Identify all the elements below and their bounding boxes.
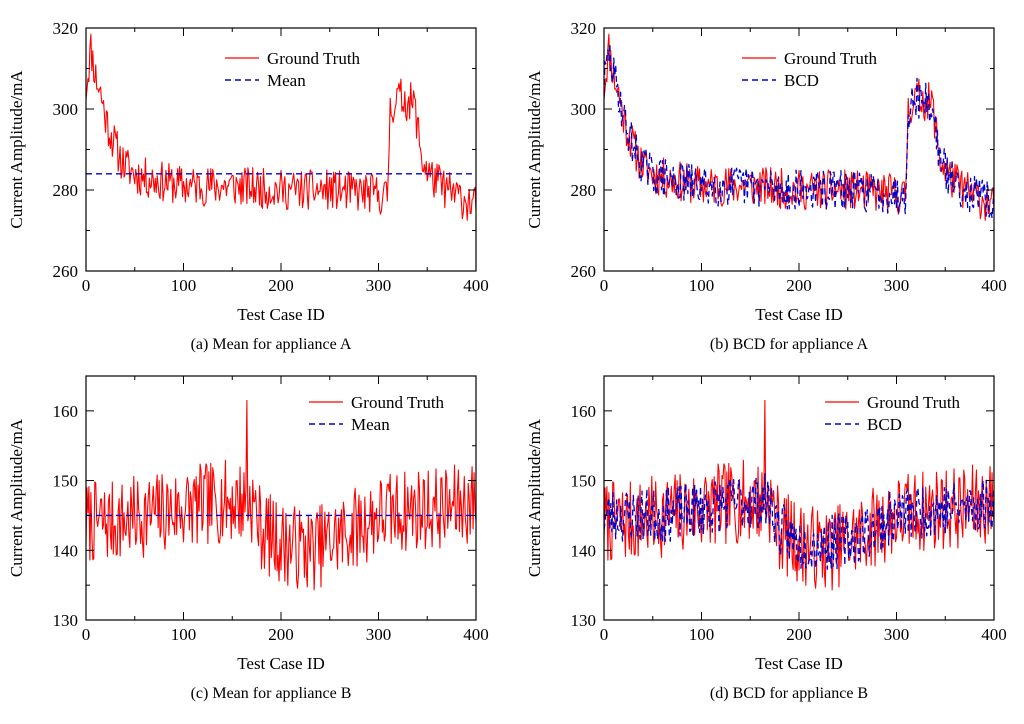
panel-b-legend: Ground Truth BCD: [742, 49, 878, 90]
panel-b-x-tick-label: 100: [689, 276, 715, 295]
panel-a-caption: (a) Mean for appliance A: [191, 336, 352, 353]
panel-d-y-tick-label: 160: [571, 402, 597, 421]
panel-b-y-tick-label: 260: [571, 262, 597, 281]
panel-d-y-tick-label: 130: [571, 611, 597, 630]
panel-a-series-ground-truth-line: [86, 33, 476, 221]
panel-a-x-axis-label: Test Case ID: [237, 305, 325, 324]
panel-a-y-tick-label: 320: [53, 19, 79, 38]
panel-c-y-axis-label: Current Amplitude/mA: [7, 418, 26, 577]
panel-b-x-tick-label: 200: [786, 276, 812, 295]
panel-a-x-tick-label: 100: [171, 276, 197, 295]
panel-c-y-tick-label: 130: [53, 611, 79, 630]
panel-b-x-tick-label: 0: [600, 276, 609, 295]
panel-d-y-axis-label: Current Amplitude/mA: [525, 418, 544, 577]
panel-a-legend-label: Mean: [267, 71, 306, 90]
panel-d-x-tick-label: 200: [786, 625, 812, 644]
panel-b-legend-label: BCD: [784, 71, 819, 90]
panel-d-x-tick-label: 300: [884, 625, 910, 644]
panel-a-x-tick-label: 0: [82, 276, 91, 295]
panel-c-legend-label: Ground Truth: [351, 393, 445, 412]
panel-c-x-tick-label: 100: [171, 625, 197, 644]
panel-c-legend: Ground Truth Mean: [309, 393, 445, 434]
panel-d-x-axis-label: Test Case ID: [755, 654, 843, 673]
panel-c-y-tick-label: 140: [53, 541, 79, 560]
panel-b-plot-area: [604, 33, 994, 221]
panel-d-plot-area: [604, 399, 994, 591]
panel-d-legend-label: BCD: [867, 415, 902, 434]
panel-c-y-tick-label: 150: [53, 472, 79, 491]
panel-c-y-tick-label: 160: [53, 402, 79, 421]
panel-d-y-tick-label: 150: [571, 472, 597, 491]
panel-c-x-tick-label: 300: [366, 625, 392, 644]
panel-c-x-tick-label: 200: [268, 625, 294, 644]
panel-d-legend-label: Ground Truth: [867, 393, 961, 412]
panel-d-legend: Ground Truth BCD: [825, 393, 961, 434]
panel-b: 0 100 200 300 400 260 280 300 320 Test Case ID Cur…: [525, 19, 1007, 353]
panel-c-x-tick-label: 400: [463, 625, 489, 644]
panel-d-x-tick-label: 0: [600, 625, 609, 644]
panel-d: 0 100 200 300 400 130 140 150 160 Test Case ID Cur…: [525, 375, 1007, 702]
panel-c-x-tick-label: 0: [82, 625, 91, 644]
panel-c: 0 100 200 300 400 130 140 150 160 Test Case ID Cur…: [7, 375, 489, 702]
panel-a-y-tick-label: 280: [53, 181, 79, 200]
panel-d-x-tick-label: 100: [689, 625, 715, 644]
panel-d-series-bcd-line: [604, 473, 994, 570]
panel-c-plot-area: [86, 399, 476, 591]
panel-b-series-ground-truth-line: [604, 33, 994, 221]
panel-b-x-tick-label: 300: [884, 276, 910, 295]
panel-a-y-axis-label: Current Amplitude/mA: [7, 70, 26, 229]
panel-d-caption: (d) BCD for appliance B: [710, 685, 868, 702]
panel-b-caption: (b) BCD for appliance A: [710, 336, 869, 353]
panel-a-y-tick-label: 260: [53, 262, 79, 281]
panel-a-x-tick-label: 400: [463, 276, 489, 295]
panel-c-caption: (c) Mean for appliance B: [191, 685, 352, 702]
panel-c-series-ground-truth-line: [86, 399, 476, 591]
panel-d-series-ground-truth-line: [604, 399, 994, 591]
panel-a: 0 100 200 300 400 260 280 300 320 Test Case ID Cur…: [7, 19, 489, 353]
panel-c-x-axis-label: Test Case ID: [237, 654, 325, 673]
panel-b-y-tick-label: 300: [571, 100, 597, 119]
panel-a-legend-label: Ground Truth: [267, 49, 361, 68]
panel-a-y-tick-label: 300: [53, 100, 79, 119]
panel-b-x-tick-label: 400: [981, 276, 1007, 295]
panel-b-series-bcd-line: [604, 42, 994, 219]
panel-a-legend: Ground Truth Mean: [225, 49, 361, 90]
panel-d-y-tick-label: 140: [571, 541, 597, 560]
panel-d-x-tick-label: 400: [981, 625, 1007, 644]
panel-a-x-tick-label: 200: [268, 276, 294, 295]
panel-a-plot-area: [86, 33, 476, 221]
panel-b-y-tick-label: 280: [571, 181, 597, 200]
panel-a-x-tick-label: 300: [366, 276, 392, 295]
panel-b-x-axis-label: Test Case ID: [755, 305, 843, 324]
panel-c-legend-label: Mean: [351, 415, 390, 434]
panel-b-y-tick-label: 320: [571, 19, 597, 38]
panel-b-legend-label: Ground Truth: [784, 49, 878, 68]
panel-b-y-axis-label: Current Amplitude/mA: [525, 70, 544, 229]
